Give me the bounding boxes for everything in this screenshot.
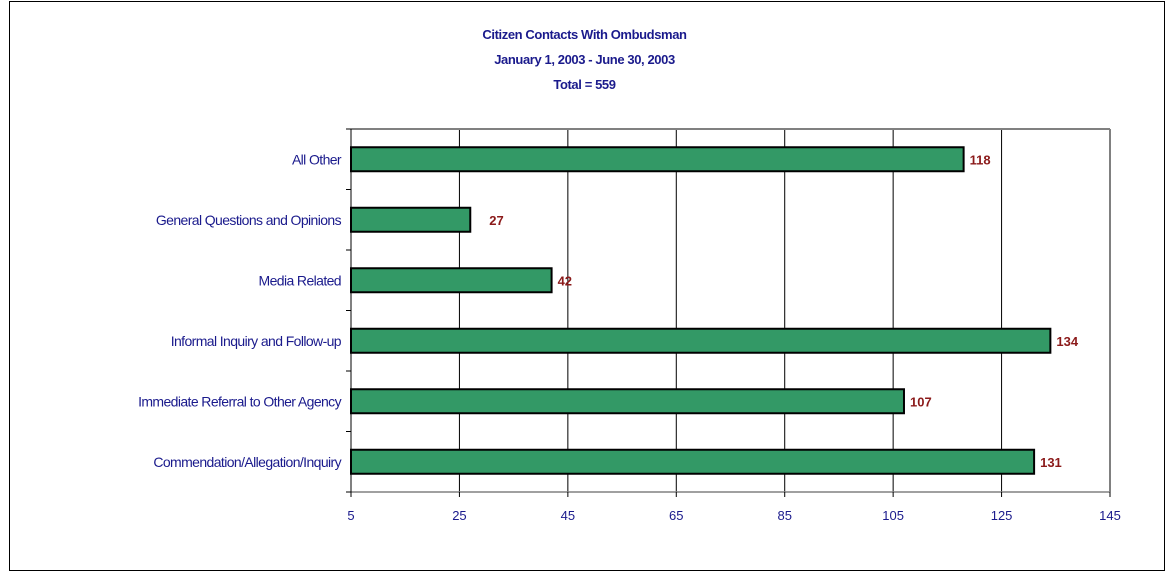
chart-subtitle: January 1, 2003 - June 30, 2003 [494, 52, 675, 67]
data-label: 134 [1056, 334, 1078, 349]
bar [350, 327, 1052, 354]
x-tick-label: 25 [452, 508, 466, 523]
data-label: 42 [558, 273, 572, 288]
chart-total: Total = 559 [553, 77, 616, 92]
x-tick-label: 5 [347, 508, 354, 523]
data-label: 131 [1040, 455, 1062, 470]
data-label: 118 [970, 152, 991, 167]
x-tick-label: 45 [561, 508, 575, 523]
chart-title: Citizen Contacts With Ombudsman [482, 27, 687, 42]
x-tick-label: 65 [669, 508, 683, 523]
category-label: Informal Inquiry and Follow-up [171, 333, 342, 349]
category-label: Media Related [259, 272, 341, 288]
category-label: All Other [292, 151, 342, 167]
chart-frame [9, 1, 1165, 571]
x-tick-label: 85 [777, 508, 791, 523]
bar [350, 267, 553, 294]
data-label: 27 [489, 213, 503, 228]
bar [350, 448, 1036, 475]
data-label: 107 [910, 394, 932, 409]
category-label: Immediate Referral to Other Agency [138, 393, 342, 409]
category-label: General Questions and Opinions [156, 212, 342, 228]
category-label: Commendation/Allegation/Inquiry [153, 454, 341, 470]
x-tick-label: 105 [882, 508, 904, 523]
x-tick-label: 145 [1099, 508, 1121, 523]
x-tick-label: 125 [991, 508, 1013, 523]
bar [350, 146, 965, 173]
bar [350, 206, 472, 233]
bar [350, 388, 905, 415]
